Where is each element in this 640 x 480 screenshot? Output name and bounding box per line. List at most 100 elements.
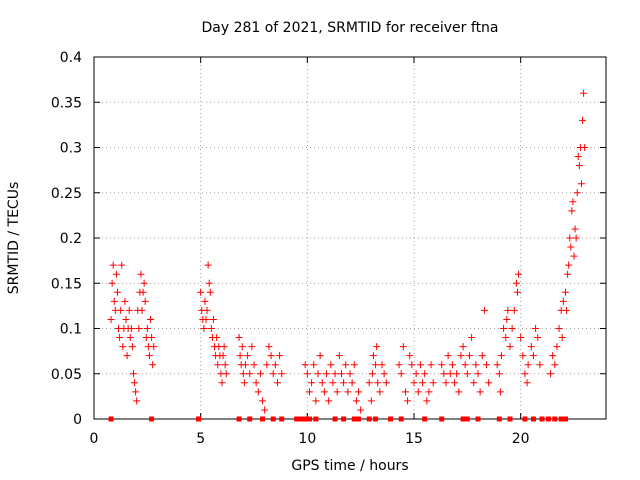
- data-point: [314, 370, 322, 378]
- data-point: [197, 288, 205, 296]
- data-point: [579, 116, 587, 124]
- data-point: [250, 361, 258, 369]
- data-point: [137, 270, 145, 278]
- data-point: [318, 379, 326, 387]
- data-point: [325, 397, 333, 405]
- data-point: [568, 207, 576, 215]
- data-points: [107, 89, 589, 422]
- zero-marker: [313, 416, 319, 422]
- data-point: [421, 370, 429, 378]
- y-tick-label: 0.3: [60, 141, 82, 157]
- data-point: [572, 234, 580, 242]
- zero-marker: [545, 416, 551, 422]
- data-point: [133, 397, 141, 405]
- x-tick-label: 10: [298, 431, 316, 447]
- data-point: [128, 343, 136, 351]
- data-point: [213, 334, 221, 342]
- data-point: [395, 361, 403, 369]
- zero-marker: [270, 416, 276, 422]
- data-point: [273, 379, 281, 387]
- data-point: [465, 352, 473, 360]
- data-point: [202, 315, 210, 323]
- data-point: [440, 370, 448, 378]
- data-point: [503, 315, 511, 323]
- data-point: [549, 352, 557, 360]
- data-point: [408, 361, 416, 369]
- zero-marker: [247, 416, 253, 422]
- data-point: [401, 388, 409, 396]
- zero-marker: [351, 416, 357, 422]
- data-point: [108, 279, 116, 287]
- data-point: [416, 361, 424, 369]
- data-point: [276, 352, 284, 360]
- data-point: [425, 388, 433, 396]
- data-point: [547, 370, 555, 378]
- data-point: [502, 334, 510, 342]
- data-point: [122, 315, 130, 323]
- data-point: [267, 352, 275, 360]
- data-point: [468, 334, 476, 342]
- data-point: [397, 370, 405, 378]
- data-point: [515, 270, 523, 278]
- data-point: [125, 306, 133, 314]
- data-point: [352, 397, 360, 405]
- zero-marker: [552, 416, 558, 422]
- data-point: [331, 370, 339, 378]
- data-point: [536, 361, 544, 369]
- y-tick-label: 0.15: [51, 276, 82, 292]
- data-point: [113, 288, 121, 296]
- data-point: [214, 361, 222, 369]
- data-point: [246, 370, 254, 378]
- data-point: [261, 406, 269, 414]
- data-point: [376, 388, 384, 396]
- data-point: [342, 361, 350, 369]
- x-tick-label: 0: [90, 431, 99, 447]
- data-point: [131, 379, 139, 387]
- zero-marker: [558, 416, 564, 422]
- data-point: [221, 361, 229, 369]
- zero-marker: [398, 416, 404, 422]
- data-point: [565, 261, 573, 269]
- data-point: [265, 343, 273, 351]
- data-point: [140, 279, 148, 287]
- data-point: [495, 370, 503, 378]
- data-point: [350, 361, 358, 369]
- data-point: [506, 343, 514, 351]
- data-point: [235, 334, 243, 342]
- data-point: [271, 361, 279, 369]
- data-point: [423, 397, 431, 405]
- zero-marker: [439, 416, 445, 422]
- data-point: [523, 379, 531, 387]
- data-point: [369, 352, 377, 360]
- data-point: [380, 370, 388, 378]
- data-point: [118, 261, 126, 269]
- data-point: [355, 388, 363, 396]
- data-point: [207, 325, 215, 332]
- data-point: [143, 325, 151, 332]
- data-point: [127, 325, 135, 332]
- zero-marker: [108, 416, 114, 422]
- data-point: [419, 379, 427, 387]
- data-point: [119, 343, 127, 351]
- data-point: [238, 343, 246, 351]
- data-point: [573, 189, 581, 197]
- data-point: [222, 370, 230, 378]
- data-point: [149, 361, 157, 369]
- data-point: [566, 234, 574, 242]
- data-point: [521, 370, 529, 378]
- data-point: [478, 352, 486, 360]
- data-point: [303, 370, 311, 378]
- y-tick-label: 0.4: [60, 50, 82, 66]
- zero-marker: [341, 416, 347, 422]
- data-point: [205, 279, 213, 287]
- data-point: [348, 379, 356, 387]
- data-point: [236, 352, 244, 360]
- zero-marker: [236, 416, 242, 422]
- data-point: [320, 388, 328, 396]
- data-point: [206, 288, 214, 296]
- data-point: [138, 306, 146, 314]
- data-point: [571, 225, 579, 233]
- data-point: [129, 370, 137, 378]
- zero-marker: [196, 416, 202, 422]
